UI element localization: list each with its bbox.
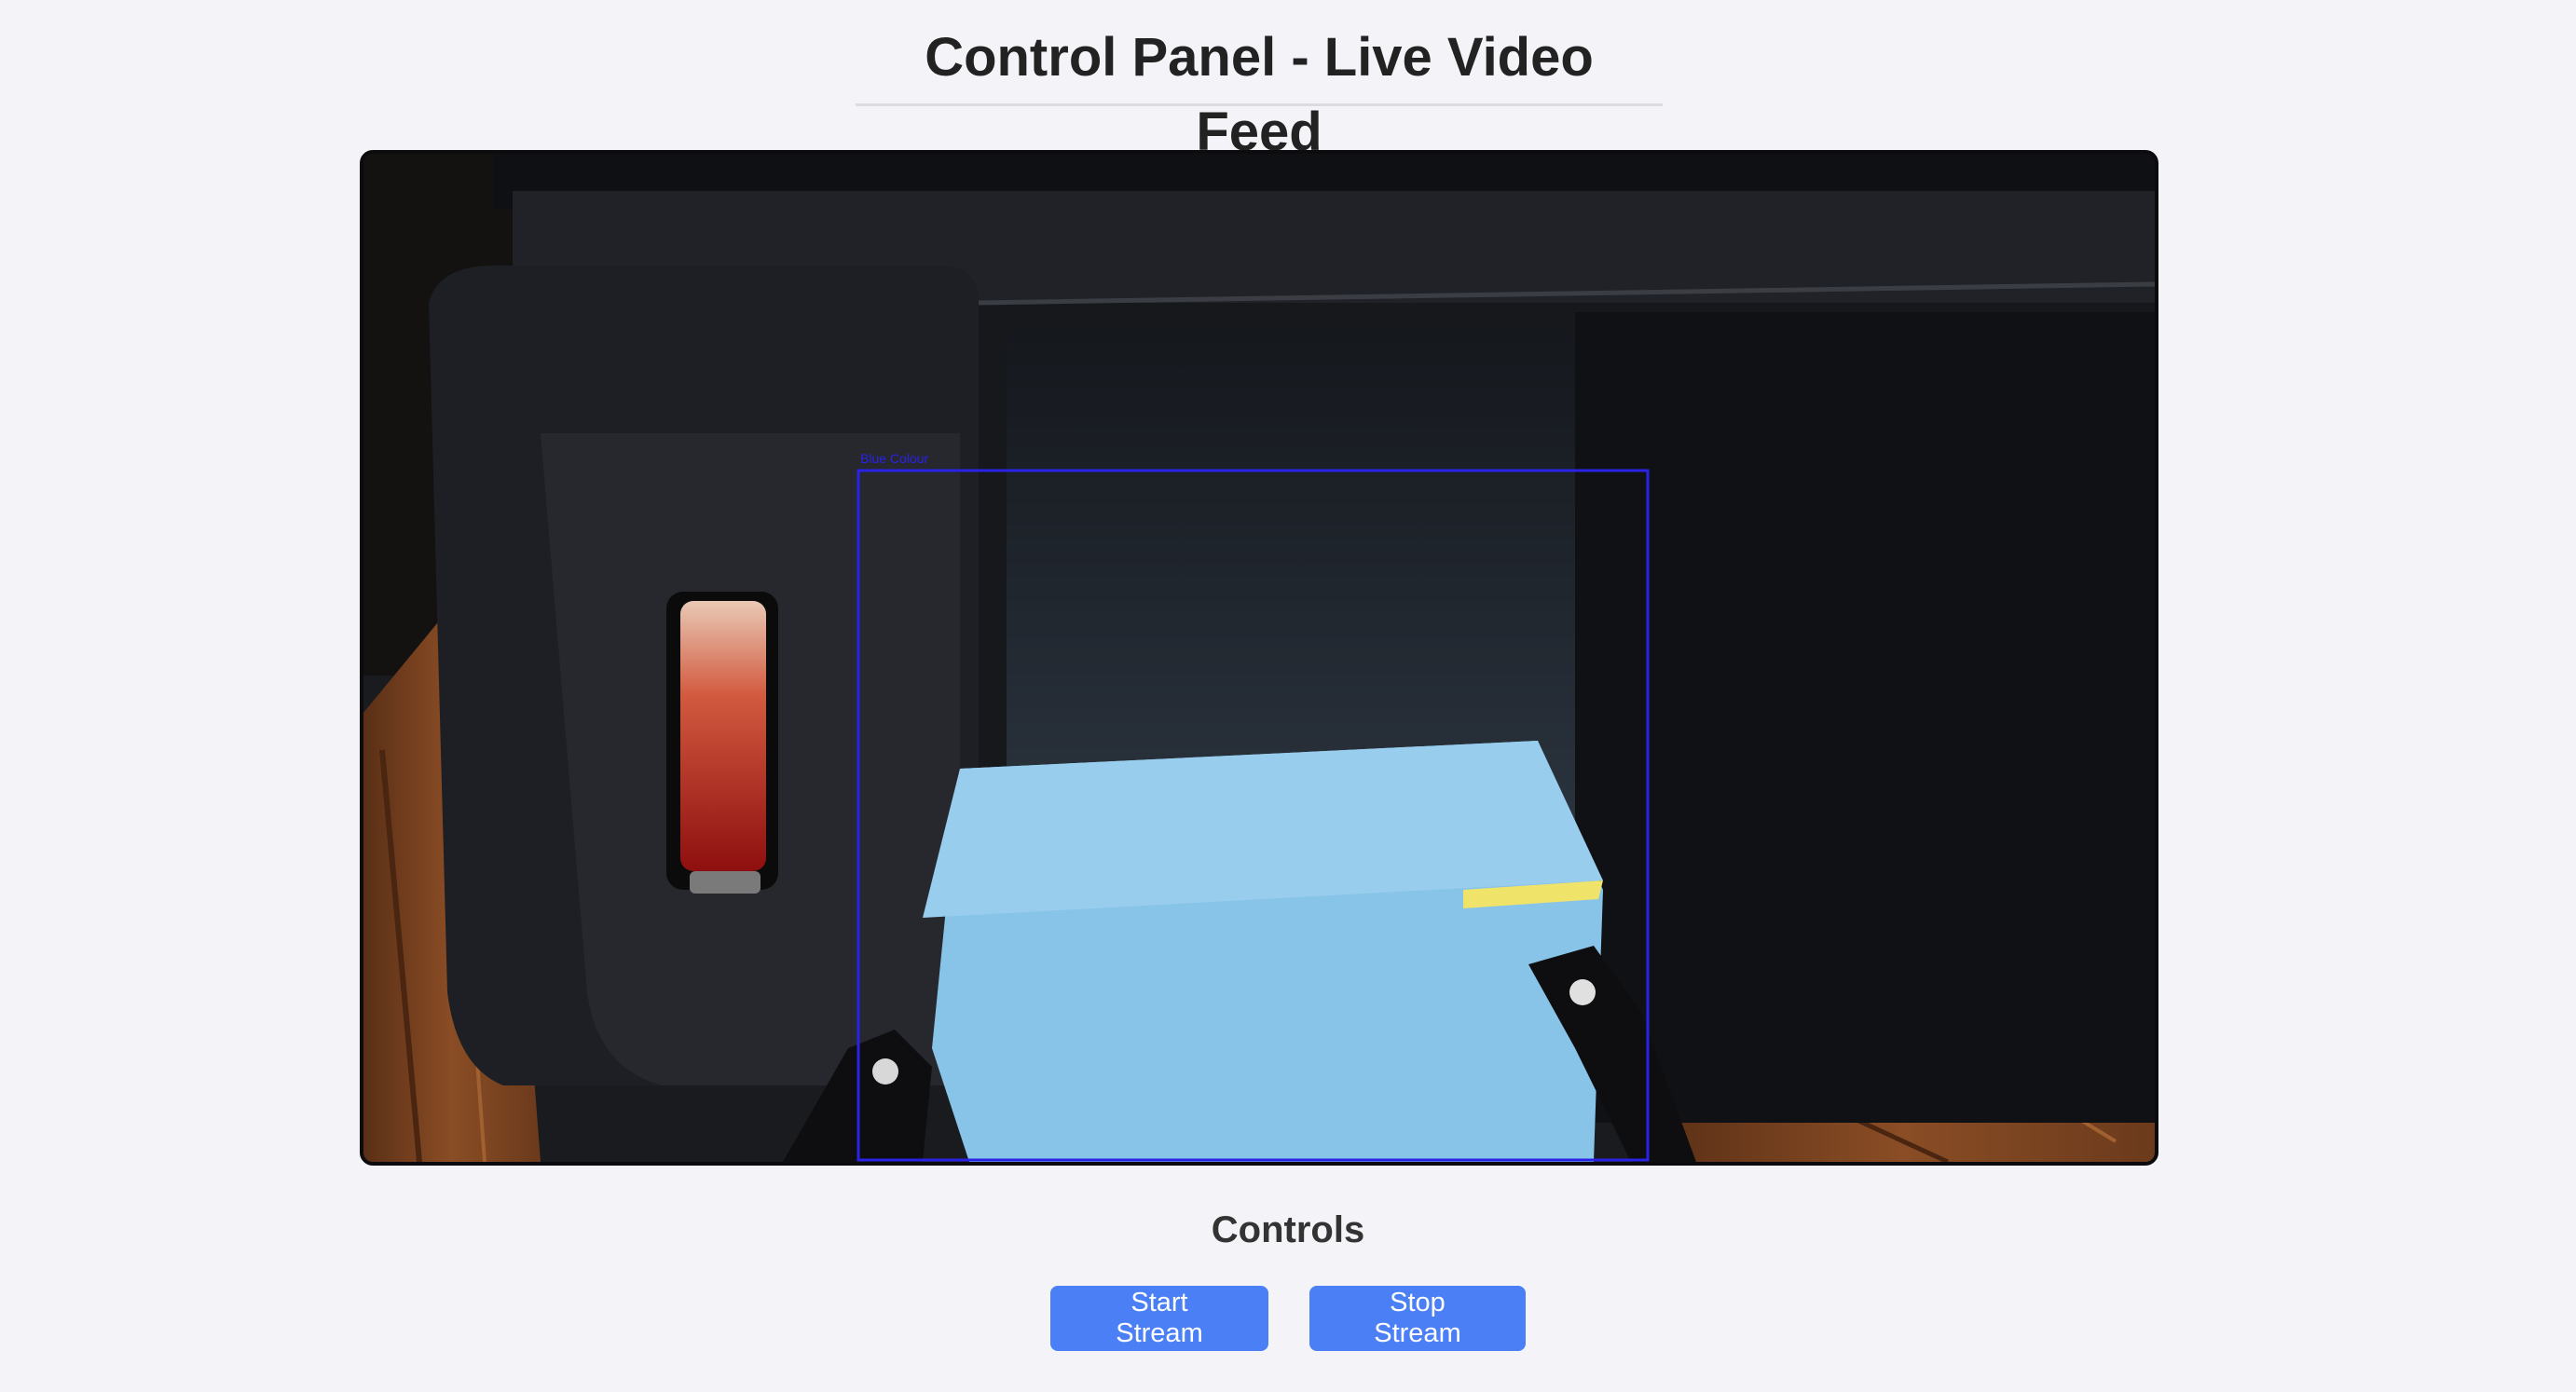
controls-button-row: Start Stream Stop Stream [0, 1286, 2576, 1351]
stop-stream-button[interactable]: Stop Stream [1309, 1286, 1526, 1351]
start-stream-button[interactable]: Start Stream [1050, 1286, 1268, 1351]
page-title: Control Panel - Live Video Feed [856, 20, 1663, 162]
detection-label: Blue Colour [860, 451, 928, 466]
video-feed: Blue Colour [360, 150, 2158, 1166]
detection-box [856, 469, 1650, 1162]
video-frame: Blue Colour [363, 154, 2155, 1162]
controls-heading: Controls [1211, 1209, 1365, 1250]
